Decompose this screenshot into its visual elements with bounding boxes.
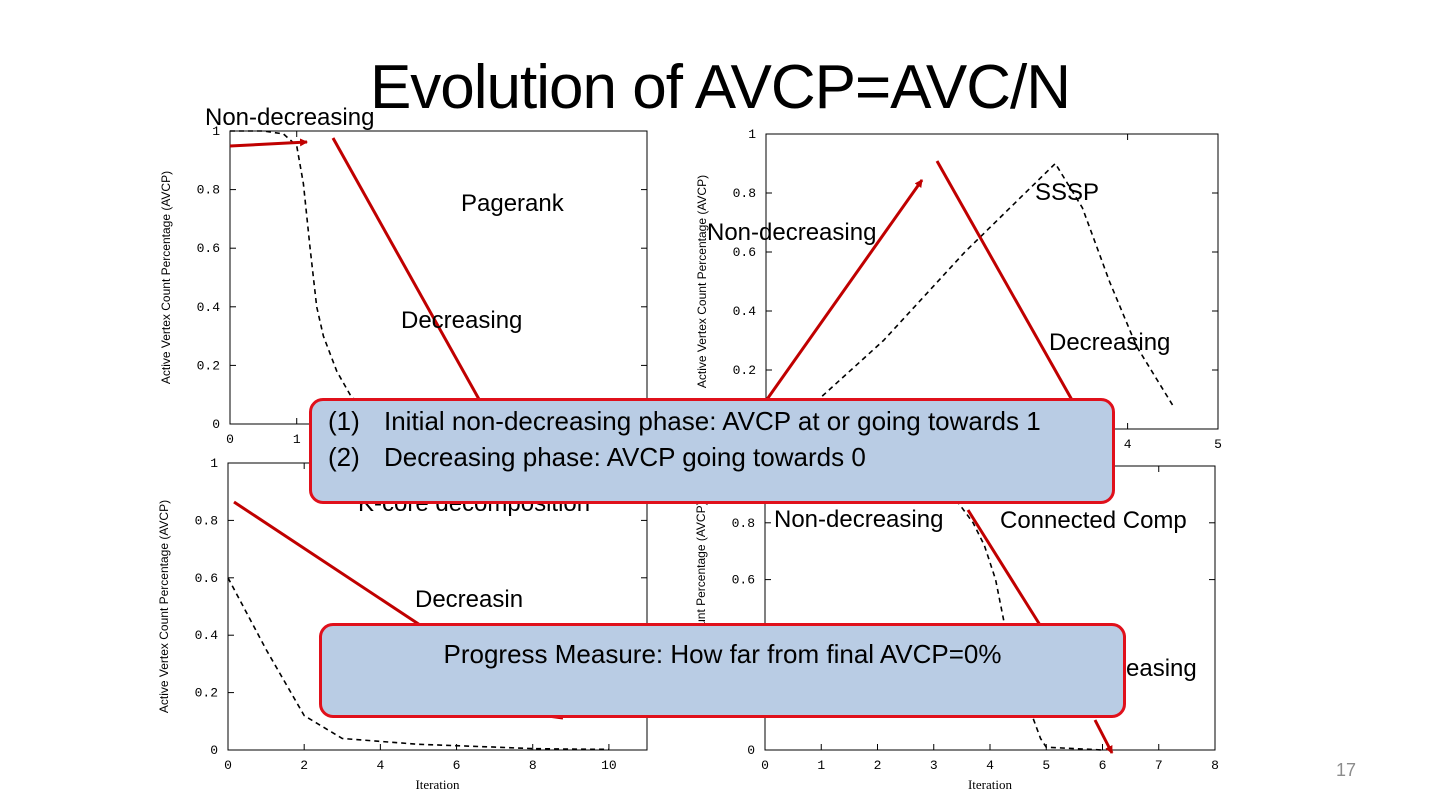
y-tick-label: 0.2	[195, 686, 218, 701]
pagerank-y-axis-label: Active Vertex Count Percentage (AVCP)	[159, 171, 173, 384]
sssp-title: SSSP	[1035, 179, 1100, 206]
x-tick-label: 1	[293, 432, 301, 447]
kcore-x-axis-label: Iteration	[415, 777, 460, 792]
x-tick-label: 6	[1099, 758, 1107, 773]
y-tick-label: 0.6	[733, 245, 756, 260]
pagerank-plot-frame	[229, 130, 648, 425]
pagerank-chart: 0 0.2 0.4 0.6 0.8 1 0 1 Active Vertex Count Perc…	[159, 124, 648, 447]
phase-number: (1)	[328, 406, 360, 436]
x-tick-label: 0	[224, 758, 232, 773]
y-tick-label: 0.8	[733, 186, 756, 201]
x-tick-label: 7	[1155, 758, 1163, 773]
arrow-kcore-decreasing	[233, 500, 421, 627]
y-tick-label: 0.6	[732, 573, 755, 588]
connected-title: Connected Comp	[1000, 507, 1187, 534]
phase-text: Initial non-decreasing phase: AVCP at or…	[384, 406, 1041, 436]
pagerank-title: Pagerank	[461, 190, 564, 217]
y-tick-label: 0.4	[195, 628, 219, 643]
arrow-pagerank-decreasing	[331, 137, 487, 411]
y-tick-label: 1	[210, 456, 218, 471]
y-tick-label: 0.4	[197, 300, 221, 315]
x-tick-label: 5	[1214, 437, 1222, 452]
kcore-decreasing-label: Decreasin	[415, 586, 524, 613]
x-tick-label: 5	[1042, 758, 1050, 773]
x-tick-label: 4	[376, 758, 384, 773]
x-tick-label: 4	[1124, 437, 1132, 452]
x-tick-label: 3	[930, 758, 938, 773]
y-tick-label: 0.6	[197, 241, 220, 256]
progress-text: Progress Measure: How far from final AVC…	[443, 639, 1002, 669]
x-tick-label: 8	[1211, 758, 1219, 773]
phase-number: (2)	[328, 442, 360, 472]
pagerank-series-line-0	[230, 130, 364, 410]
x-tick-label: 0	[226, 432, 234, 447]
sssp-nondecreasing-label: Non-decreasing	[707, 219, 877, 246]
connected-decreasing-label: easing	[1126, 655, 1197, 682]
y-tick-label: 0.2	[197, 358, 220, 373]
progress-callout: Progress Measure: How far from final AVC…	[319, 623, 1126, 718]
y-tick-label: 0.4	[733, 304, 757, 319]
x-tick-label: 10	[601, 758, 617, 773]
arrow-pagerank-nondecreasing	[229, 138, 308, 148]
x-tick-label: 8	[529, 758, 537, 773]
connected-nondecreasing-label: Non-decreasing	[774, 506, 944, 533]
y-tick-label: 1	[212, 124, 220, 139]
y-tick-label: 0.2	[733, 363, 756, 378]
y-tick-label: 0.6	[195, 571, 218, 586]
phases-list: (1) Initial non-decreasing phase: AVCP a…	[328, 403, 1098, 475]
connected-comp-series-line-0	[955, 499, 1103, 751]
y-tick-label: 0	[210, 743, 218, 758]
page-number: 17	[1335, 760, 1356, 780]
pagerank-nondecreasing-label: Non-decreasing	[205, 104, 375, 131]
x-tick-label: 2	[300, 758, 308, 773]
phase-item: (2) Decreasing phase: AVCP going towards…	[328, 439, 1098, 475]
x-tick-label: 1	[817, 758, 825, 773]
kcore-y-axis-label: Active Vertex Count Percentage (AVCP)	[157, 500, 171, 713]
sssp-plot-frame	[765, 133, 1219, 430]
x-tick-label: 0	[761, 758, 769, 773]
x-tick-label: 4	[986, 758, 994, 773]
phase-item: (1) Initial non-decreasing phase: AVCP a…	[328, 403, 1098, 439]
pagerank-decreasing-label: Decreasing	[401, 307, 523, 334]
y-tick-label: 0.8	[195, 513, 218, 528]
arrow-connected-decreasing	[966, 509, 1042, 626]
sssp-y-axis-label: Active Vertex Count Percentage (AVCP)	[695, 175, 709, 388]
arrow-connected-decreasing-tail	[1093, 719, 1114, 754]
phase-text: Decreasing phase: AVCP going towards 0	[384, 442, 866, 472]
connected-comp-x-axis-label: Iteration	[968, 777, 1013, 792]
y-tick-label: 1	[748, 127, 756, 142]
arrow-sssp-nondecreasing	[761, 179, 924, 406]
sssp-series-line-0	[801, 162, 1174, 415]
arrow-sssp-decreasing	[935, 160, 1074, 401]
phases-callout: (1) Initial non-decreasing phase: AVCP a…	[309, 398, 1115, 504]
y-tick-label: 0.8	[197, 183, 220, 198]
y-tick-label: 0	[212, 417, 220, 432]
sssp-decreasing-label: Decreasing	[1049, 329, 1171, 356]
y-tick-label: 0	[747, 743, 755, 758]
slide-title: Evolution of AVCP=AVC/N	[369, 53, 1071, 122]
kcore-series-line-0	[227, 577, 609, 751]
y-tick-label: 0.8	[732, 516, 755, 531]
x-tick-label: 2	[874, 758, 882, 773]
x-tick-label: 6	[453, 758, 461, 773]
